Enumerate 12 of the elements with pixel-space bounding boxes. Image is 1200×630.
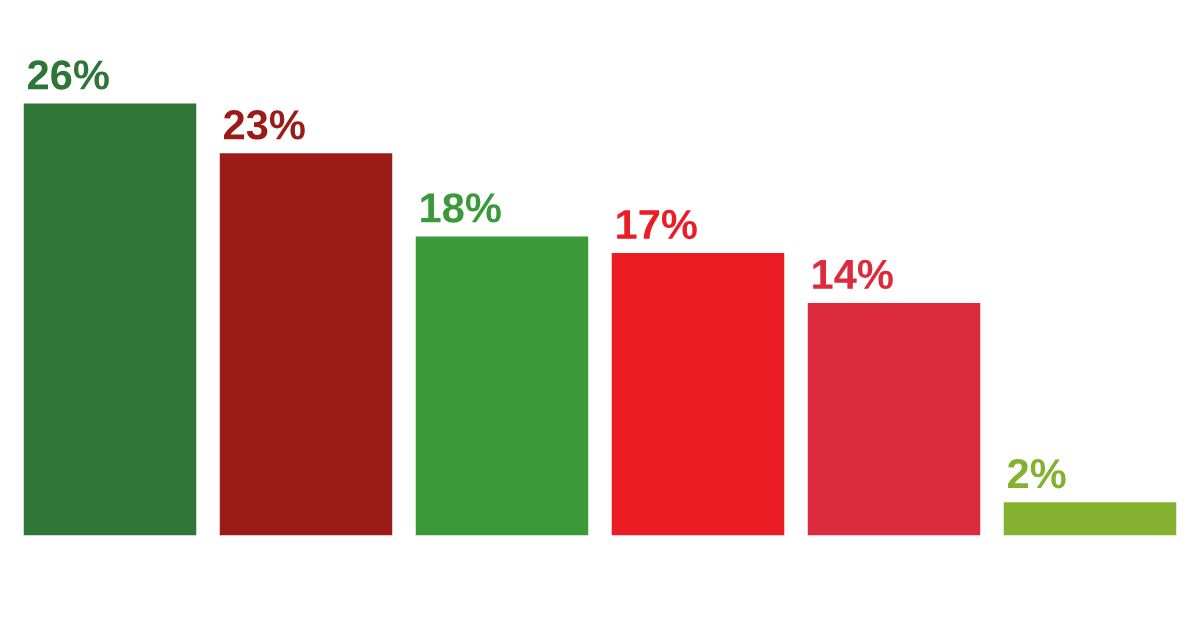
bar (611, 253, 785, 536)
data-label: 14% (813, 259, 893, 290)
data-label: 18% (421, 193, 501, 223)
data-label: 26% (27, 60, 109, 90)
data-label: 2% (1007, 458, 1066, 489)
data-label: 17% (617, 209, 697, 240)
bar (1003, 502, 1177, 536)
bar (219, 153, 393, 536)
bar (807, 302, 981, 536)
data-label: 23% (223, 110, 305, 140)
bar (23, 103, 197, 536)
bar (415, 236, 589, 536)
